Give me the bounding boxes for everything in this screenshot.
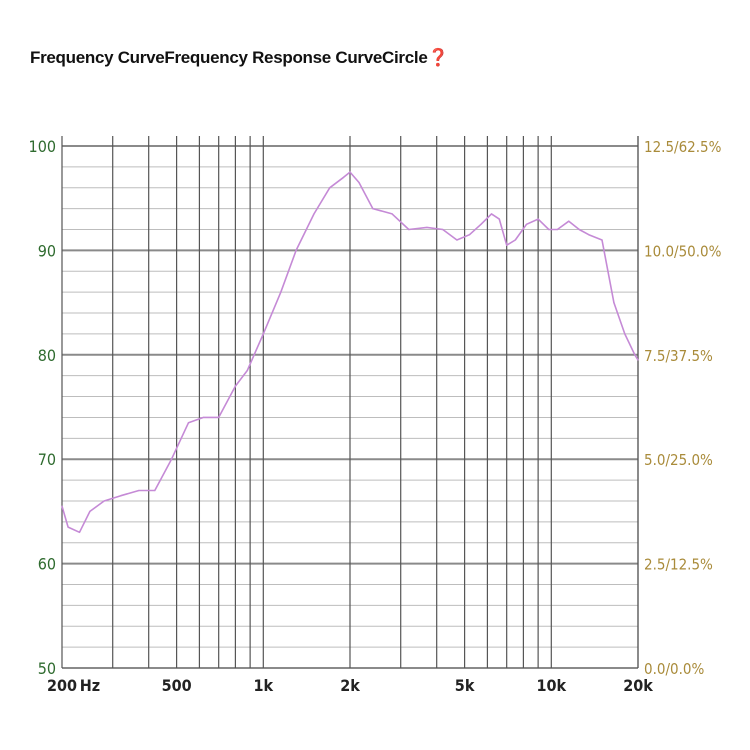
data-point bbox=[624, 333, 626, 335]
data-point bbox=[262, 333, 264, 335]
data-point bbox=[637, 359, 639, 361]
y-left-tick-label: 80 bbox=[38, 346, 56, 365]
x-tick-label: 5k bbox=[455, 676, 475, 695]
y-left-tick-label: 50 bbox=[38, 659, 56, 678]
data-point bbox=[170, 458, 173, 460]
data-point bbox=[372, 208, 374, 210]
data-point bbox=[342, 176, 345, 178]
y-right-tick-label: 10.0/50.0% bbox=[644, 242, 722, 260]
data-point bbox=[490, 213, 493, 215]
x-tick-label: 200 bbox=[47, 676, 77, 695]
data-point bbox=[537, 218, 539, 220]
data-point bbox=[514, 239, 516, 241]
data-point bbox=[280, 291, 282, 293]
left-axis-ticks: 50 60 70 80 90 100 bbox=[29, 137, 56, 678]
data-point bbox=[634, 354, 636, 356]
data-point bbox=[218, 416, 220, 419]
data-point bbox=[498, 218, 500, 220]
y-right-tick-label: 7.5/37.5% bbox=[644, 347, 713, 365]
data-point bbox=[525, 223, 528, 225]
data-point bbox=[588, 234, 590, 236]
data-point bbox=[120, 495, 122, 497]
series-layer bbox=[61, 171, 639, 534]
data-point bbox=[568, 220, 570, 222]
x-tick-label: 20k bbox=[623, 676, 653, 695]
series-line-0 bbox=[61, 171, 639, 534]
data-point bbox=[468, 234, 471, 236]
x-tick-label: 1k bbox=[254, 676, 274, 695]
data-point bbox=[480, 223, 482, 225]
data-point bbox=[556, 228, 559, 231]
x-tick-label: 500 bbox=[162, 676, 192, 695]
y-left-tick-label: 90 bbox=[38, 241, 56, 260]
data-point bbox=[138, 489, 140, 492]
data-point bbox=[358, 181, 360, 184]
data-point bbox=[246, 369, 248, 372]
data-point bbox=[187, 422, 190, 424]
data-point bbox=[154, 489, 156, 492]
data-point bbox=[202, 416, 205, 419]
data-point bbox=[61, 505, 63, 507]
data-point bbox=[313, 213, 315, 215]
y-left-tick-label: 70 bbox=[38, 450, 56, 469]
y-right-tick-label: 2.5/12.5% bbox=[644, 556, 713, 574]
data-point bbox=[456, 239, 458, 241]
data-point bbox=[601, 239, 603, 241]
data-point bbox=[89, 510, 91, 512]
data-point bbox=[613, 302, 615, 304]
x-unit-label: Hz bbox=[80, 676, 100, 695]
data-point bbox=[67, 526, 69, 528]
data-point bbox=[506, 244, 508, 246]
data-point bbox=[578, 228, 580, 231]
data-point bbox=[329, 187, 331, 189]
y-left-tick-label: 60 bbox=[38, 555, 56, 574]
x-tick-label: 10k bbox=[536, 676, 566, 695]
page-title: Frequency CurveFrequency Response CurveC… bbox=[30, 48, 449, 67]
data-point bbox=[78, 531, 81, 533]
data-point bbox=[103, 500, 105, 502]
data-point bbox=[426, 226, 428, 229]
y-right-tick-label: 5.0/25.0% bbox=[644, 451, 713, 469]
data-point bbox=[442, 228, 444, 231]
data-point bbox=[295, 249, 297, 251]
y-right-tick-label: 12.5/62.5% bbox=[644, 138, 722, 156]
vertical-grid bbox=[61, 136, 639, 668]
right-axis-ticks: 0.0/0.0% 2.5/12.5% 5.0/25.0% 7.5/37.5% 10.0/… bbox=[644, 138, 722, 678]
y-right-tick-label: 0.0/0.0% bbox=[644, 660, 704, 678]
y-left-tick-label: 100 bbox=[29, 137, 56, 156]
data-point bbox=[391, 213, 393, 215]
x-axis-ticks: 200 500 1k 2k 5k 10k 20k Hz bbox=[47, 676, 653, 695]
data-point bbox=[408, 228, 410, 231]
x-tick-label: 2k bbox=[340, 676, 360, 695]
data-point bbox=[234, 385, 236, 387]
data-point bbox=[548, 228, 550, 231]
data-point bbox=[349, 171, 351, 173]
